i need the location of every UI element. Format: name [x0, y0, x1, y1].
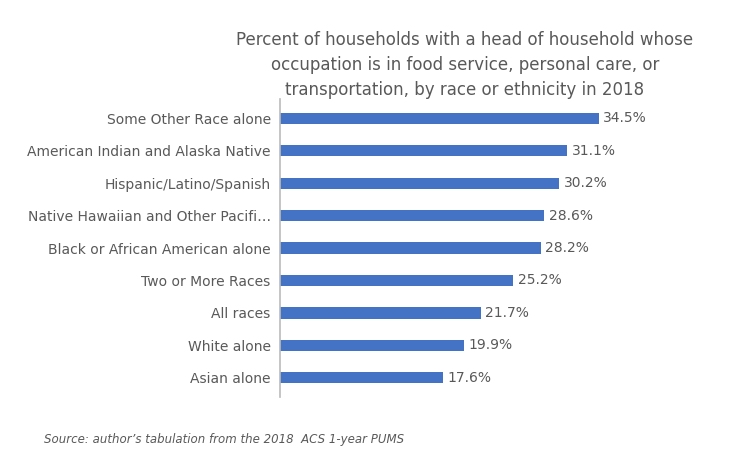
Title: Percent of households with a head of household whose
occupation is in food servi: Percent of households with a head of hou… [236, 31, 694, 99]
Bar [280, 275, 513, 286]
Bar [280, 178, 559, 189]
Bar [280, 242, 540, 254]
Text: 28.6%: 28.6% [549, 209, 593, 223]
Text: 30.2%: 30.2% [564, 176, 607, 190]
Text: 34.5%: 34.5% [604, 111, 647, 125]
Bar [280, 372, 443, 383]
Text: 25.2%: 25.2% [517, 273, 562, 287]
Text: 21.7%: 21.7% [486, 306, 529, 320]
Text: 19.9%: 19.9% [469, 338, 513, 352]
Bar [280, 340, 464, 351]
Bar [280, 145, 568, 156]
Bar [280, 307, 480, 318]
Text: 17.6%: 17.6% [447, 371, 492, 385]
Text: 31.1%: 31.1% [572, 144, 616, 158]
Text: 28.2%: 28.2% [545, 241, 589, 255]
Bar [280, 210, 545, 221]
Bar [280, 113, 599, 124]
Text: Source: author’s tabulation from the 2018  ACS 1-year PUMS: Source: author’s tabulation from the 201… [44, 433, 404, 446]
